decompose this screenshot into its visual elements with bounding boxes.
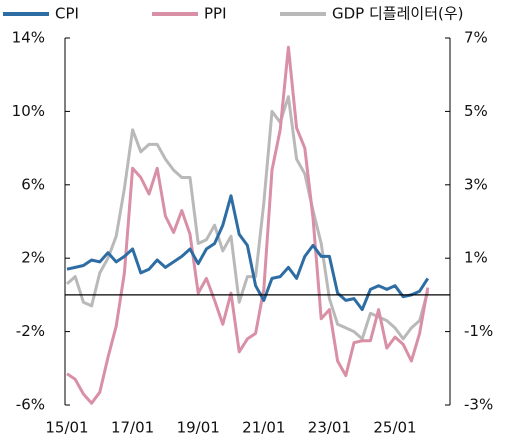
y-tick-label: -2% (16, 322, 45, 340)
y2-tick-label: -1% (464, 322, 493, 340)
series-line (66, 194, 430, 312)
series-line (66, 95, 430, 341)
y2-tick-label: 7% (464, 29, 488, 47)
y2-tick-label: 3% (464, 175, 488, 193)
x-tick-label: 17/01 (111, 419, 154, 437)
legend-label: PPI (204, 5, 227, 23)
x-tick-label: 23/01 (308, 419, 351, 437)
legend-label: GDP 디플레이터(우) (332, 5, 464, 23)
legend-label: CPI (55, 5, 79, 23)
y-tick-label: 2% (21, 249, 45, 267)
x-tick-label: 15/01 (45, 419, 88, 437)
y-tick-label: 10% (12, 102, 45, 120)
y2-tick-label: -3% (464, 396, 493, 414)
x-tick-label: 19/01 (177, 419, 220, 437)
y-tick-label: 14% (12, 29, 45, 47)
y-tick-label: -6% (16, 396, 45, 414)
y-tick-label: 6% (21, 175, 45, 193)
series-line (66, 45, 430, 405)
x-tick-label: 25/01 (373, 419, 416, 437)
y2-tick-label: 1% (464, 249, 488, 267)
y2-tick-label: 5% (464, 102, 488, 120)
x-tick-label: 21/01 (242, 419, 285, 437)
